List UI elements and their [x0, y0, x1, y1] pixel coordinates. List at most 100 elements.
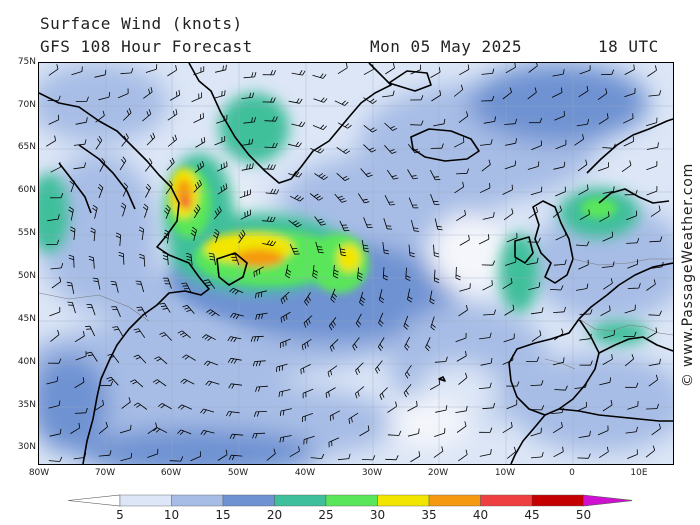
wind-barb [241, 167, 253, 171]
wind-barb-feather [177, 330, 183, 334]
wind-barb-feather [318, 197, 324, 201]
wind-barb-feather [321, 223, 327, 226]
wind-barb-feather [562, 69, 565, 75]
wind-barb-feather [266, 216, 270, 222]
wind-barb-feather [101, 157, 106, 163]
wind-barb-feather [465, 372, 468, 378]
wind-barb [231, 383, 243, 386]
wind-barb-feather [84, 452, 87, 458]
wind-barb [73, 229, 76, 241]
wind-barb-feather [332, 414, 334, 420]
wind-barb-feather [305, 298, 310, 304]
wind-barb-feather [99, 160, 104, 165]
wind-barb [94, 74, 106, 78]
wind-barb-feather [102, 399, 104, 405]
wind-barb-feather [491, 95, 495, 101]
wind-barb [602, 147, 614, 149]
wind-barb-feather [138, 229, 144, 233]
wind-barb [193, 208, 201, 219]
wind-barb [482, 407, 494, 410]
wind-barb-feather [218, 206, 222, 211]
wind-barb [158, 356, 168, 365]
wind-barb-feather [116, 232, 121, 236]
wind-barb [121, 401, 131, 409]
wind-barb-feather [455, 277, 461, 281]
wind-barb-feather [405, 278, 411, 282]
wind-barb-feather [108, 379, 114, 382]
wind-barb-feather [206, 361, 211, 367]
wind-barb-feather [255, 314, 258, 320]
wind-barb-feather [609, 377, 611, 383]
wind-barb-feather [196, 204, 201, 209]
wind-barb [458, 309, 468, 317]
wind-barb [288, 219, 298, 228]
wind-barb [98, 454, 110, 457]
wind-barb [455, 337, 467, 343]
wind-barb [363, 97, 373, 104]
wind-barb-feather [298, 173, 303, 178]
lon-label-20w: 20W [427, 468, 449, 478]
wind-barb-feather [66, 281, 72, 284]
wind-barb-feather [465, 449, 468, 455]
wind-barb-feather [377, 346, 382, 352]
wind-barb [481, 164, 491, 172]
wind-barb [379, 387, 388, 396]
wind-barb-feather [418, 428, 420, 434]
wind-barb-feather [389, 204, 395, 206]
wind-barb [404, 336, 411, 347]
wind-barb [339, 220, 345, 231]
wind-barb-feather [84, 139, 87, 145]
wind-barb [163, 332, 172, 341]
wind-barb-feather [278, 391, 280, 398]
wind-barb-feather [633, 64, 635, 70]
wind-barb-feather [367, 174, 373, 178]
wind-barb [71, 71, 83, 76]
wind-barb [144, 207, 149, 218]
wind-barb-feather [636, 426, 638, 432]
wind-barb [624, 69, 635, 75]
wind-barb-feather [489, 382, 492, 388]
wind-barb-feather [407, 296, 413, 300]
wind-barb [483, 121, 495, 124]
wind-barb [430, 316, 435, 328]
wind-barb-feather [437, 228, 443, 231]
coastlines [39, 63, 673, 464]
wind-barb-feather [633, 331, 637, 337]
wind-barb-feather [255, 361, 259, 367]
wind-barb-feather [655, 327, 658, 333]
wind-barb-feather [59, 456, 63, 462]
wind-barb [434, 361, 446, 363]
wind-barb-feather [588, 453, 591, 459]
colorbar-label: 15 [215, 508, 231, 522]
wind-barb [579, 69, 591, 75]
wind-barb-feather [383, 249, 389, 252]
wind-barb [91, 304, 96, 316]
chart-title: Surface Wind (knots) [40, 14, 243, 33]
wind-barb [553, 451, 564, 458]
wind-barb-feather [121, 202, 127, 207]
wind-barb-feather [125, 133, 129, 139]
wind-barb-feather [195, 206, 199, 212]
wind-barb-feather [426, 344, 431, 349]
wind-barb-feather [405, 390, 409, 395]
wind-barb [579, 338, 591, 341]
wind-barb [74, 381, 85, 389]
wind-barb [506, 451, 517, 459]
wind-barb [602, 190, 614, 194]
wind-barb-feather [229, 434, 233, 439]
wind-barb-feather [325, 393, 328, 399]
wind-barb [408, 244, 411, 256]
lat-label-55n: 55N [17, 228, 36, 238]
wind-barb-feather [175, 91, 178, 97]
wind-barb-feather [136, 306, 142, 308]
wind-barb-feather [131, 67, 134, 74]
wind-barb-feather [438, 379, 441, 385]
wind-barb-feather [208, 310, 214, 315]
wind-barb-feather [128, 108, 132, 113]
wind-barb-feather [429, 301, 435, 305]
wind-barb [110, 376, 119, 386]
wind-barb-feather [658, 423, 661, 429]
wind-barb [598, 117, 609, 125]
wind-barb-feather [202, 160, 205, 167]
colorbar-label: 10 [163, 508, 180, 522]
